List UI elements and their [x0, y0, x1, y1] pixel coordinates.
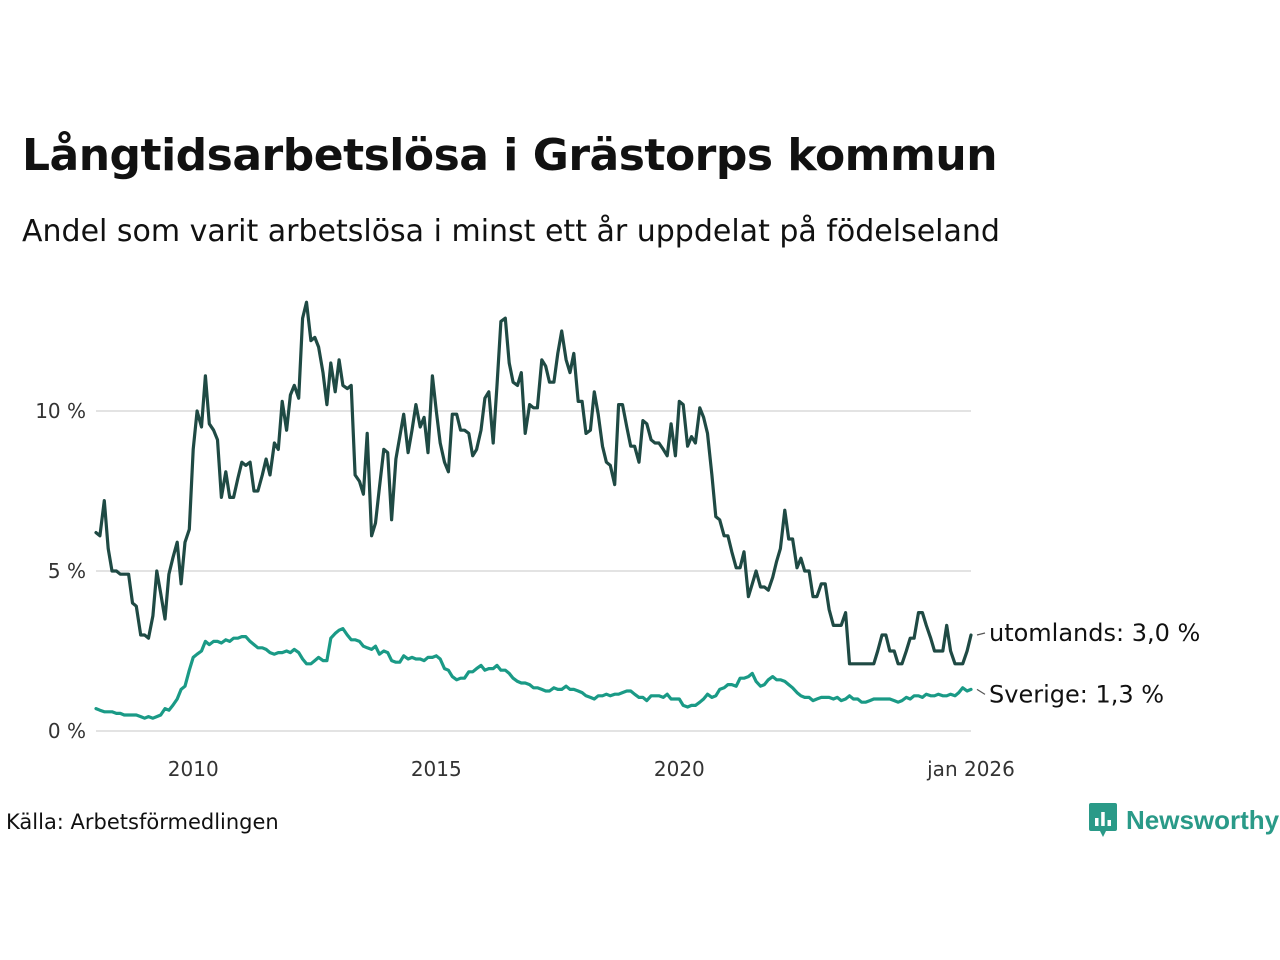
series-lines: [94, 300, 973, 720]
series-end-labels: utomlands: 3,0 % Sverige: 1,3 %: [976, 619, 1200, 708]
x-tick-label: 2015: [411, 757, 462, 781]
x-tick-label: 2010: [168, 757, 219, 781]
source-note: Källa: Arbetsförmedlingen: [6, 810, 279, 834]
y-tick-label: 10 %: [35, 399, 86, 423]
gridlines: [96, 410, 971, 732]
x-tick-label: jan 2026: [926, 757, 1015, 781]
newsworthy-logo-icon: [1089, 803, 1117, 837]
newsworthy-logo[interactable]: Newsworthy: [1088, 802, 1279, 838]
x-axis-ticks: 2010 2015 2020 jan 2026: [168, 757, 1015, 781]
series-end-label-sverige: Sverige: 1,3 %: [989, 680, 1164, 708]
series-line-utomlands: [94, 300, 973, 666]
y-tick-label: 5 %: [48, 559, 86, 583]
chart-subtitle: Andel som varit arbetslösa i minst ett å…: [22, 214, 1000, 249]
series-end-label-utomlands: utomlands: 3,0 %: [989, 619, 1200, 647]
newsworthy-brand-text: Newsworthy: [1126, 804, 1280, 835]
chart-title: Långtidsarbetslösa i Grästorps kommun: [22, 130, 998, 181]
series-label-connector: [976, 632, 986, 636]
series-line-sverige: [94, 627, 973, 720]
y-axis-ticks: 0 % 5 % 10 %: [35, 399, 86, 743]
x-tick-label: 2020: [654, 757, 705, 781]
y-tick-label: 0 %: [48, 719, 86, 743]
series-label-connector: [976, 688, 986, 695]
